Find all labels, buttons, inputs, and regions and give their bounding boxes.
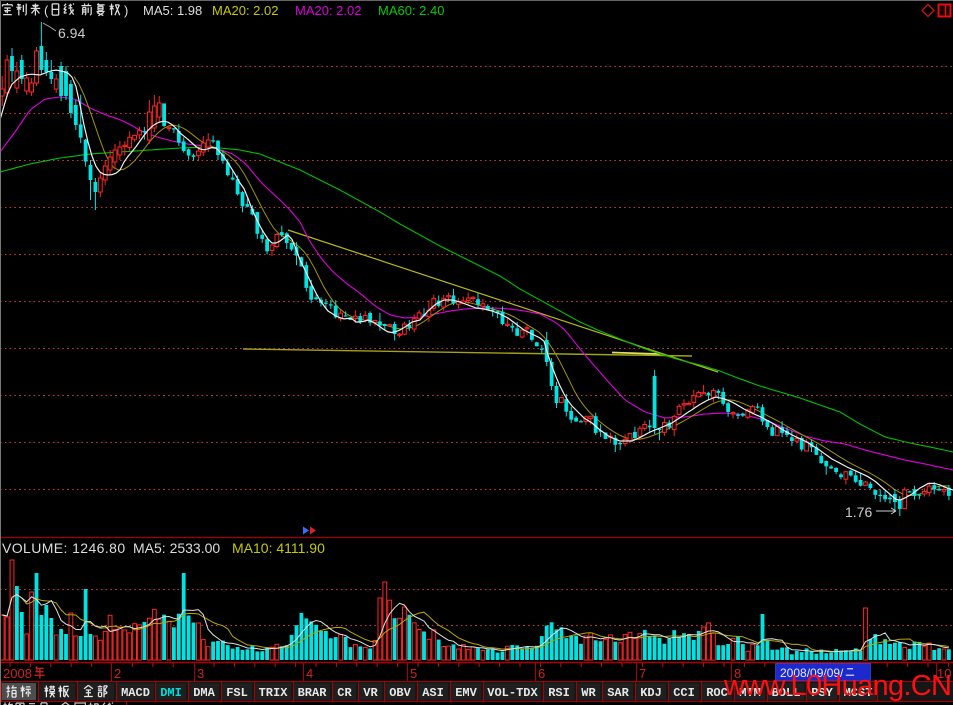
svg-text:5: 5 [410, 666, 417, 681]
svg-text:6.94: 6.94 [58, 25, 85, 41]
svg-text:KDJ: KDJ [640, 686, 662, 700]
svg-text:TRIX: TRIX [259, 686, 289, 700]
svg-text:MA20: 2.02: MA20: 2.02 [295, 3, 362, 18]
svg-text:PSY: PSY [811, 686, 833, 700]
svg-text:8: 8 [734, 666, 741, 681]
svg-text:MA20: 2.02: MA20: 2.02 [212, 3, 279, 18]
svg-text:7: 7 [639, 666, 646, 681]
svg-text:OBV: OBV [389, 686, 411, 700]
svg-text:1.76: 1.76 [845, 504, 872, 520]
svg-text:MCST: MCST [844, 686, 873, 700]
svg-text:DMA: DMA [193, 686, 215, 700]
svg-text:DMI: DMI [160, 686, 182, 700]
svg-text:MA10: 4111.90: MA10: 4111.90 [232, 540, 325, 556]
svg-text:): ) [124, 3, 128, 18]
svg-text:6: 6 [538, 666, 545, 681]
svg-text:SAR: SAR [607, 686, 629, 700]
svg-text:10: 10 [937, 666, 951, 681]
svg-text:MA5: 1.98: MA5: 1.98 [143, 3, 202, 18]
svg-text:CCI: CCI [673, 686, 695, 700]
svg-text:VOL-TDX: VOL-TDX [487, 686, 538, 700]
svg-text:2008/09/09/: 2008/09/09/ [780, 666, 844, 680]
svg-text:MA60: 2.40: MA60: 2.40 [378, 3, 445, 18]
svg-text:FSL: FSL [226, 686, 248, 700]
svg-text:ASI: ASI [422, 686, 444, 700]
svg-text:BRAR: BRAR [298, 686, 328, 700]
svg-text:www.L0Huang.CN: www.L0Huang.CN [723, 670, 952, 702]
svg-text:BOLL: BOLL [772, 686, 801, 700]
svg-text:4: 4 [306, 666, 313, 681]
svg-text:VOLUME: 1246.80: VOLUME: 1246.80 [2, 540, 126, 556]
svg-text:(: ( [44, 3, 49, 18]
svg-text:MACD: MACD [121, 686, 150, 700]
svg-text:MA5: 2533.00: MA5: 2533.00 [133, 540, 220, 556]
svg-text:ROC: ROC [706, 686, 728, 700]
svg-text:2008: 2008 [3, 666, 32, 681]
svg-text:MTM: MTM [739, 686, 761, 700]
svg-text:RSI: RSI [548, 686, 570, 700]
svg-text:3: 3 [197, 666, 204, 681]
svg-text:CR: CR [337, 686, 352, 700]
svg-text:VR: VR [363, 686, 378, 700]
svg-text:EMV: EMV [455, 686, 477, 700]
svg-text:WR: WR [581, 686, 596, 700]
svg-text:2: 2 [114, 666, 121, 681]
